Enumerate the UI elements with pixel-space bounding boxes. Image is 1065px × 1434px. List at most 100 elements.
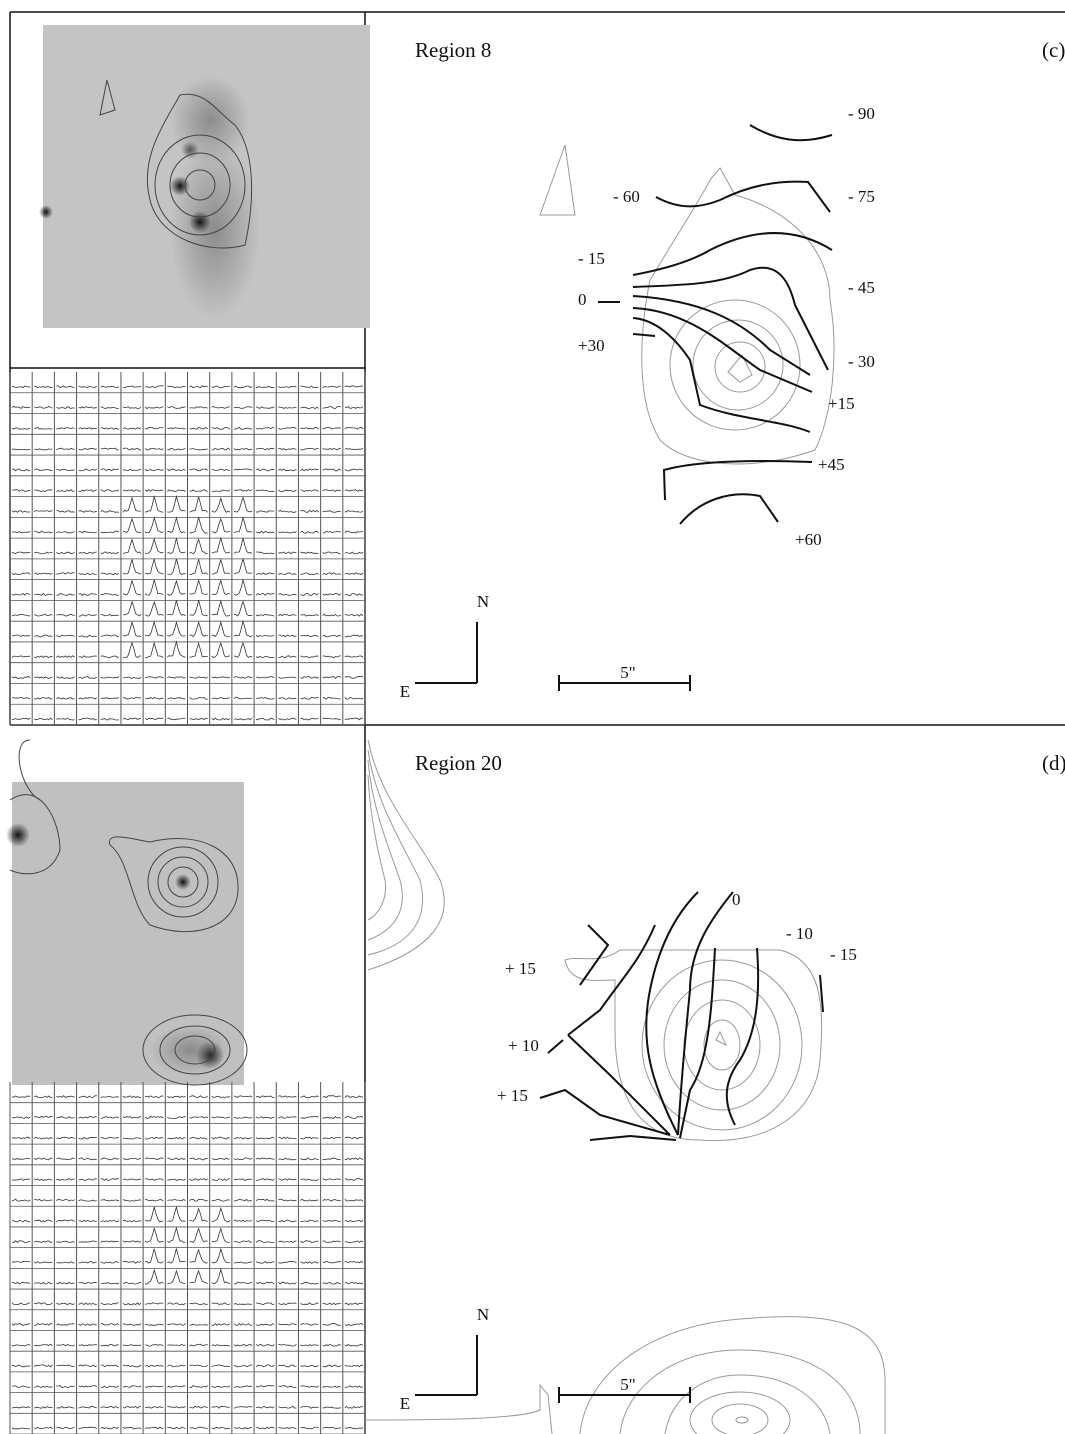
spectrum (189, 489, 208, 492)
spectrum (278, 1219, 297, 1223)
spectrum (344, 717, 364, 721)
spectrum (211, 717, 231, 721)
spectrum (300, 1219, 319, 1223)
spectrum (256, 676, 275, 679)
spectrum (322, 676, 341, 679)
spectrum (211, 1178, 230, 1181)
spectrum (256, 1426, 275, 1430)
spectrum (233, 1426, 253, 1430)
spectrum (167, 1226, 186, 1244)
spectrum (322, 655, 341, 659)
spectrum (344, 385, 364, 388)
spectrum (122, 1095, 142, 1099)
spectrum (34, 572, 53, 576)
spectrum (34, 1219, 53, 1223)
spectrum (344, 1364, 364, 1368)
spectrum (11, 1323, 31, 1326)
spectrum (211, 1227, 230, 1243)
spectrum (100, 1282, 120, 1285)
spectrum (78, 1157, 97, 1161)
spectrum (300, 1178, 319, 1181)
spectrum (300, 406, 319, 409)
spectrum (233, 1322, 253, 1326)
spectrum (56, 593, 75, 596)
spectrum (233, 600, 253, 617)
spectrum (300, 572, 319, 576)
spectrum (78, 1260, 97, 1264)
spectrum (344, 426, 364, 430)
spectrum (322, 489, 341, 493)
spectrum (100, 717, 119, 721)
spectrum (255, 634, 275, 638)
spectrum (167, 468, 186, 472)
spectrum (300, 1136, 319, 1140)
spectrum (189, 385, 208, 389)
spectrum (322, 1406, 341, 1409)
annotations: Region 8 (c) N E 5" - 90 - 60 - 75 - 15 0 - 45 +30 -… (400, 38, 1065, 1413)
spectrum (300, 509, 319, 513)
spectrum (33, 1157, 53, 1161)
spectrum (278, 447, 297, 451)
spectrum (11, 406, 31, 409)
spectrum (344, 1178, 364, 1181)
spectrum (122, 406, 142, 409)
spectrum (34, 634, 53, 638)
spectrum (122, 676, 142, 679)
spectrum (278, 1343, 297, 1347)
spectrum (122, 1219, 142, 1223)
spectrum (34, 426, 53, 430)
spectrum (211, 1199, 230, 1202)
spectrum (278, 385, 297, 389)
spectrum (322, 447, 341, 451)
spectrum (122, 496, 142, 513)
spectrum (56, 655, 75, 658)
spectrum (78, 1343, 97, 1347)
spectrum (11, 1281, 31, 1285)
spectrum (56, 1116, 75, 1119)
spectrum (322, 634, 341, 638)
spectrum (144, 448, 164, 451)
spectrum (344, 1302, 364, 1306)
spectrum (34, 530, 53, 534)
spectrum (100, 634, 119, 638)
spectrum (189, 600, 208, 617)
spectrum (344, 551, 364, 555)
spectrum (56, 1385, 75, 1388)
spectrum (56, 1281, 75, 1285)
spectrum (344, 1157, 364, 1161)
spectrum (100, 406, 119, 409)
spectrum (78, 1199, 97, 1202)
spectrum (233, 1198, 253, 1202)
spectrum (255, 1198, 275, 1202)
spectra-grids (9, 372, 366, 1434)
spectrum (211, 1095, 231, 1099)
spectrum (233, 1240, 253, 1243)
spectrum (78, 427, 97, 430)
spectrum (256, 510, 275, 513)
contour-label: - 15 (830, 945, 857, 964)
spectrum (278, 1157, 297, 1161)
spectrum (145, 1248, 164, 1264)
spectrum (122, 1178, 142, 1181)
spectrum (322, 406, 341, 409)
spectrum (11, 572, 31, 575)
spectrum (189, 559, 208, 575)
spectrum (233, 426, 253, 430)
spectrum (278, 426, 297, 430)
spectrum (322, 1157, 341, 1161)
spectrum (300, 1198, 319, 1202)
spectrum (100, 1178, 119, 1181)
spectrum (144, 516, 164, 534)
spectrum (100, 1199, 119, 1202)
spectrum (78, 572, 97, 576)
spectrum (255, 572, 275, 575)
spectrum (255, 613, 275, 617)
spectrum (78, 1178, 97, 1181)
spectrum (78, 1302, 97, 1306)
spectrum (122, 447, 142, 451)
spectrum (144, 600, 164, 617)
spectrum (167, 558, 186, 575)
spectrum (322, 696, 341, 700)
spectrum (11, 696, 31, 700)
spectrum (78, 1385, 98, 1388)
